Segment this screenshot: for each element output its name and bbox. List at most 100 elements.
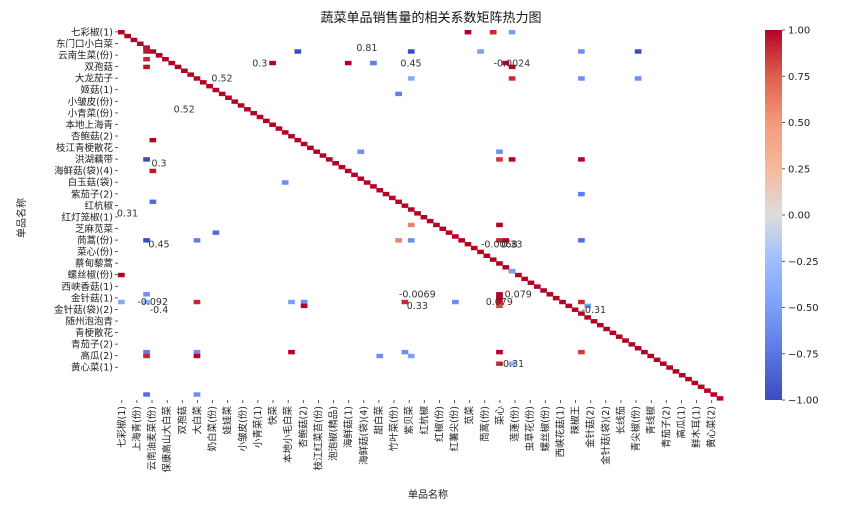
colorbar-tick-label: −1.00 — [788, 396, 819, 407]
heatmap-cell — [489, 30, 497, 35]
heatmap-cell-diagonal — [376, 188, 384, 193]
y-tick-label: 青茄子(2) — [71, 339, 113, 351]
heatmap-cell — [496, 149, 503, 154]
y-tick-label: 芝麻苋菜 — [75, 223, 114, 235]
heatmap-cell-diagonal — [401, 203, 409, 208]
heatmap-cell — [634, 76, 642, 81]
heatmap-cell — [578, 299, 585, 305]
cell-annotation: 0.3 — [252, 58, 267, 69]
x-tick-label: 竹叶菜(份) — [388, 406, 400, 451]
x-tick-label: 螺丝椒(份) — [539, 406, 551, 451]
heatmap-cell-diagonal — [237, 103, 245, 108]
cell-annotation: 0.45 — [400, 58, 421, 69]
x-axis-ticks: 七彩椒(1) 上海青(份) 云南油麦菜(份) 保康高山大白菜 双孢菇 大白菜 奶白菜(份) 娃… — [116, 400, 718, 473]
y-tick-label: 金针菇(袋)(2) — [54, 304, 113, 316]
y-tick-label: 菜心(份) — [77, 246, 113, 258]
heatmap-cell-diagonal — [477, 249, 484, 255]
heatmap-cell-diagonal — [716, 396, 724, 401]
cell-annotation: 0.3 — [151, 159, 166, 170]
heatmap-cell — [496, 361, 503, 366]
heatmap-cell-diagonal — [319, 153, 327, 158]
heatmap-cell — [508, 157, 516, 162]
heatmap-cell-diagonal — [552, 295, 560, 301]
heatmap-cell — [300, 303, 308, 309]
heatmap-cell-diagonal — [470, 245, 478, 251]
heatmap-cell — [370, 60, 377, 66]
y-tick-label: 白玉菇(袋) — [68, 177, 113, 189]
x-tick-label: 莲蓬(份) — [509, 406, 521, 442]
x-tick-label: 双孢菇 — [176, 406, 188, 435]
colorbar-tick-label: −0.50 — [788, 303, 819, 314]
heatmap-cell-diagonal — [262, 118, 270, 124]
x-tick-label: 红椒(份) — [433, 406, 445, 442]
heatmap-cell-diagonal — [691, 380, 699, 386]
heatmap-cell-diagonal — [338, 164, 346, 170]
x-tick-label: 泡泡椒(精品) — [328, 406, 340, 461]
heatmap-cell — [401, 299, 409, 305]
heatmap-cell-diagonal — [288, 134, 295, 139]
heatmap-cell-diagonal — [269, 122, 276, 127]
x-tick-label: 海鲜菇(1) — [343, 406, 355, 448]
heatmap-cell-diagonal — [313, 149, 321, 154]
heatmap-cell-diagonal — [174, 64, 182, 70]
heatmap-cell — [300, 299, 308, 305]
cell-annotation: -0.31 — [500, 359, 525, 370]
heatmap-cell-diagonal — [584, 315, 592, 320]
heatmap-cell — [344, 60, 352, 66]
heatmap-cell-diagonal — [332, 161, 339, 166]
y-tick-label: 紫茄子(2) — [71, 188, 113, 200]
heatmap-cell-diagonal — [527, 280, 535, 285]
heatmap-cell-diagonal — [275, 126, 283, 131]
heatmap-cell-diagonal — [218, 91, 226, 97]
x-tick-label: 小皱皮(份) — [237, 406, 249, 451]
heatmap-cell — [118, 272, 125, 278]
heatmap-cell — [143, 292, 150, 297]
heatmap-cell-diagonal — [590, 319, 598, 324]
heatmap-cell — [357, 149, 365, 154]
x-tick-label: 枝江红菜苔(份) — [312, 406, 324, 470]
heatmap-cell-diagonal — [300, 141, 308, 147]
x-tick-label: 长线茄 — [615, 406, 627, 435]
heatmap-cell-diagonal — [395, 199, 402, 205]
x-tick-label: 杏鲍菇(2) — [297, 406, 309, 448]
heatmap-cell — [288, 349, 295, 355]
y-tick-label: 红灯笼椒(1) — [62, 211, 113, 223]
heatmap-cell-diagonal — [452, 234, 459, 239]
heatmap-cell-diagonal — [162, 56, 169, 62]
heatmap-cell — [464, 30, 472, 35]
heatmap-cell-diagonal — [256, 114, 264, 120]
y-tick-label: 西峡香菇(1) — [62, 281, 113, 293]
heatmap-cell-diagonal — [685, 376, 692, 382]
heatmap-cell-diagonal — [540, 288, 547, 293]
x-tick-label: 金针菇(2) — [585, 406, 597, 448]
y-tick-label: 本地上海青 — [65, 119, 113, 131]
heatmap-cell-diagonal — [483, 253, 491, 258]
heatmap-cell — [578, 49, 585, 54]
heatmap-cell-diagonal — [578, 311, 585, 316]
x-tick-label: 海鲜菇(袋)(4) — [358, 406, 370, 465]
y-tick-label: 双孢菇 — [84, 61, 113, 73]
colorbar — [765, 30, 782, 400]
heatmap-cell — [143, 392, 150, 397]
x-tick-label: 青尖椒(份) — [630, 406, 642, 451]
heatmap-cell — [193, 353, 201, 359]
y-tick-label: 杏鲍菇(2) — [71, 131, 113, 143]
heatmap-cell — [578, 76, 585, 81]
heatmap-cell — [477, 49, 484, 54]
heatmap-cell-diagonal — [672, 369, 680, 374]
heatmap-cell — [502, 238, 510, 243]
heatmap-cell-diagonal — [136, 41, 144, 47]
x-tick-label: 七彩椒(1) — [116, 406, 128, 448]
heatmap-cell — [143, 157, 150, 162]
heatmap-cell — [193, 238, 201, 243]
cell-annotation: 0.31 — [117, 209, 138, 220]
heatmap-cell-diagonal — [407, 207, 415, 212]
heatmap-cell — [149, 137, 157, 143]
heatmap-cell-diagonal — [515, 272, 522, 278]
x-tick-label: 金针菇(袋)(2) — [600, 406, 612, 465]
heatmap-cell-diagonal — [565, 303, 573, 309]
heatmap-cell-diagonal — [420, 215, 428, 220]
x-tick-label: 菜心 — [494, 406, 506, 426]
heatmap-cell — [212, 230, 220, 235]
